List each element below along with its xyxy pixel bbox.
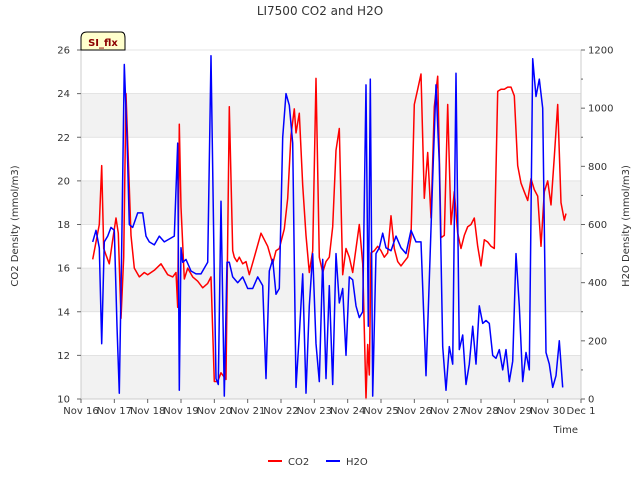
y-right-tick-label: 800: [588, 162, 607, 173]
badge-label: SI_flx: [88, 38, 118, 49]
legend-label-h2o: H2O: [346, 457, 368, 468]
x-tick-label: Nov 29: [497, 406, 532, 417]
y-left-tick-label: 16: [57, 264, 70, 275]
grid-band: [81, 93, 581, 138]
y-left-tick-label: 18: [57, 220, 70, 231]
y-axis-left-title: CO2 Density (mmol/m3): [10, 165, 21, 286]
y-left-tick-label: 10: [57, 395, 70, 406]
legend: CO2 H2O: [268, 457, 368, 468]
x-tick-label: Nov 22: [263, 406, 298, 417]
y-right-tick-label: 400: [588, 278, 607, 289]
series-layer: [91, 55, 567, 400]
series-line-co2: [91, 73, 567, 400]
x-tick-label: Nov 23: [297, 406, 332, 417]
legend-label-co2: CO2: [288, 457, 309, 468]
y-right-tick-label: 1200: [588, 46, 613, 57]
flux-badge: SI_flx: [80, 31, 126, 51]
y-axis-right-title: H2O Density (mmol/m3): [621, 165, 632, 287]
y-right-tick-label: 1000: [588, 104, 613, 115]
x-tick-label: Nov 18: [130, 406, 165, 417]
x-tick-label: Nov 17: [97, 406, 132, 417]
badge-box: [80, 31, 126, 51]
x-tick-label: Nov 30: [530, 406, 565, 417]
y-left-tick-label: 12: [57, 351, 70, 362]
x-axis-title: Time: [553, 425, 578, 436]
x-tick-label: Nov 20: [197, 406, 232, 417]
grid-band: [81, 268, 581, 312]
series-line-h2o: [91, 55, 564, 397]
x-tick-label: Nov 25: [363, 406, 398, 417]
y-left-tick-label: 26: [57, 46, 70, 57]
y-left-tick-label: 24: [57, 89, 70, 100]
x-tick-label: Nov 26: [397, 406, 432, 417]
y-left-tick-label: 14: [57, 307, 70, 318]
x-tick-label: Nov 27: [430, 406, 465, 417]
y-right-tick-label: 0: [588, 395, 594, 406]
x-tick-label: Dec 1: [567, 406, 596, 417]
x-tick-label: Nov 28: [463, 406, 498, 417]
chart-title: LI7500 CO2 and H2O: [257, 4, 383, 18]
axes: 10 12 14 16 18 20 22 24 26 0 200 400 600 800 1000 1200 N…: [57, 46, 613, 418]
grid-bands: [81, 93, 581, 399]
grid-band: [81, 180, 581, 225]
y-right-tick-label: 600: [588, 220, 607, 231]
grid-band: [81, 355, 581, 399]
y-left-tick-label: 20: [57, 176, 70, 187]
x-tick-label: Nov 19: [163, 406, 198, 417]
y-right-tick-label: 200: [588, 336, 607, 347]
y-left-tick-label: 22: [57, 133, 70, 144]
x-tick-label: Nov 24: [330, 406, 365, 417]
x-tick-label: Nov 21: [230, 406, 265, 417]
x-tick-label: Nov 16: [63, 406, 98, 417]
